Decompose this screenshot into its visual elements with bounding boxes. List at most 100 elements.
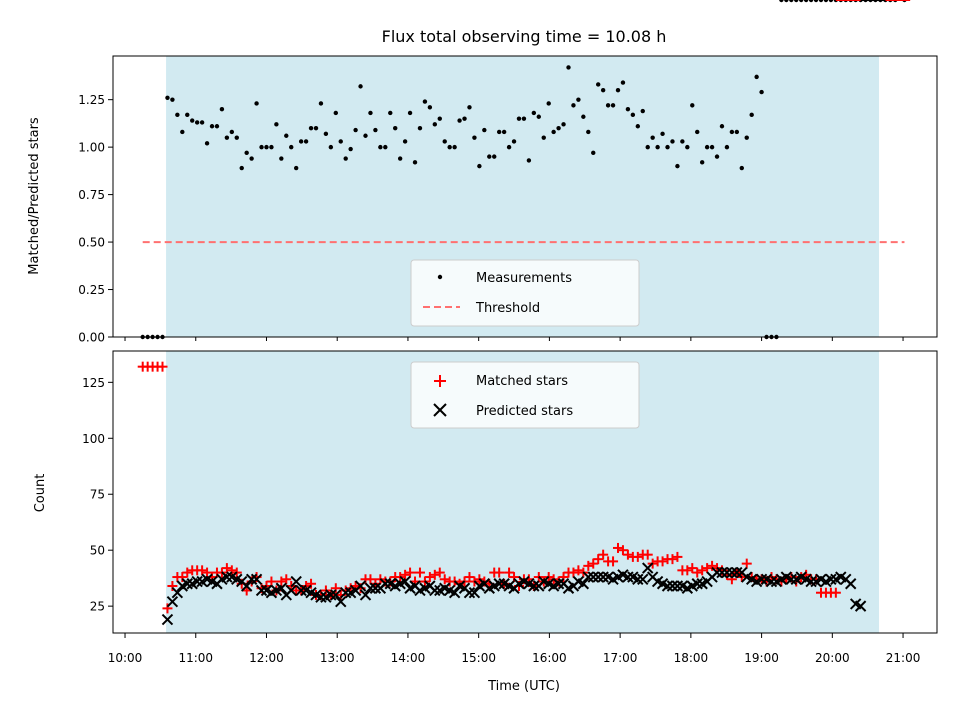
matched-star-point (583, 560, 594, 571)
measurement-point (704, 144, 710, 150)
measurement-point (224, 135, 230, 140)
measurement-point (610, 103, 616, 108)
measurement-point (442, 139, 447, 144)
measurement-point (739, 165, 744, 171)
matched-star-point (330, 583, 341, 594)
measurement-point (625, 106, 631, 112)
matched-star-point (568, 567, 579, 578)
measurement-point (447, 144, 452, 150)
measurement-point (695, 129, 700, 135)
top-y-axis: 0.00 0.25 0.50 0.75 1.00 1.25 (78, 93, 113, 345)
bottom-y-axis: 25 50 75 100 125 (82, 376, 113, 614)
measurement-point (229, 129, 235, 135)
matched-star-point (667, 554, 678, 565)
measurement-point (402, 139, 408, 144)
predicted-star-point (671, 580, 684, 592)
measurement-point (368, 110, 373, 116)
measurement-point (561, 122, 566, 127)
predicted-star-point (582, 571, 595, 583)
measurement-point (516, 116, 522, 121)
measurement-point (591, 150, 596, 156)
measurement-point (536, 114, 541, 119)
x-tick-label: 14:00 (391, 651, 426, 665)
predicted-star-point (552, 578, 565, 590)
measurement-point (487, 154, 492, 159)
predicted-star-point (468, 587, 481, 599)
x-tick-label: 10:00 (108, 651, 143, 665)
matched-star-point (439, 574, 450, 585)
predicted-stars-legend-marker (433, 403, 447, 417)
measurement-point (699, 160, 705, 165)
measurement-point (729, 129, 735, 135)
measurement-point (348, 146, 353, 152)
measurement-point (417, 125, 423, 131)
matched-stars-legend-label: Matched stars (476, 374, 568, 389)
predicted-star-point (255, 584, 268, 597)
x-tick-label: 13:00 (320, 651, 355, 665)
predicted-star-point (528, 580, 540, 592)
matched-star-point (692, 567, 703, 578)
matched-star-point (830, 587, 841, 598)
measurement-point (675, 163, 680, 169)
measurement-point (422, 99, 428, 104)
matched-star-point (429, 569, 440, 580)
measurement-point (670, 139, 675, 144)
predicted-star-point (666, 580, 679, 592)
matched-star-point (617, 545, 628, 556)
y-tick-label: 125 (82, 376, 105, 390)
measurement-point (165, 95, 170, 100)
measurement-point (492, 154, 497, 159)
measurement-point (194, 120, 200, 125)
measurement-point (600, 87, 606, 93)
matched-star-point (182, 567, 193, 578)
measurement-point (521, 116, 527, 121)
measurement-point (803, 0, 809, 3)
measurement-point (234, 135, 239, 140)
matched-star-point (157, 361, 168, 372)
measurement-point (586, 129, 591, 135)
measurement-point (363, 133, 368, 138)
measurement-point (526, 158, 532, 163)
measurement-point (289, 144, 294, 150)
matched-star-point (276, 576, 287, 587)
predicted-star-point (191, 575, 203, 588)
top-axes-frame (112, 55, 938, 338)
measurement-point (660, 131, 665, 137)
measurement-point (457, 118, 462, 123)
predicted-star-point (716, 566, 728, 579)
measurement-point (506, 144, 512, 150)
measurement-point (645, 144, 650, 150)
predicted-star-point (731, 566, 743, 579)
measurement-point (818, 0, 824, 3)
measurement-point (734, 129, 740, 135)
measurement-point (170, 97, 175, 102)
y-tick-label: 0.25 (78, 283, 105, 297)
predicted-star-point (637, 573, 649, 585)
matched-star-point (197, 565, 208, 576)
predicted-star-point (785, 573, 798, 585)
x-axis-label: Time (UTC) (487, 679, 560, 694)
y-tick-label: 0.00 (78, 331, 105, 345)
measurement-point (298, 139, 304, 144)
matched-star-point (405, 567, 416, 578)
measurement-point (828, 0, 834, 3)
predicted-star-point (325, 589, 337, 601)
x-tick-label: 12:00 (249, 651, 284, 665)
measurement-point (284, 133, 289, 138)
measurement-point (789, 0, 794, 3)
matched-star-point (593, 554, 604, 565)
y-tick-label: 50 (90, 544, 105, 558)
measurement-point (318, 101, 324, 106)
measurement-point (427, 105, 433, 110)
measurement-point (680, 139, 685, 144)
y-tick-label: 0.50 (78, 236, 105, 250)
matched-star-point (202, 567, 213, 578)
matched-star-point (400, 569, 411, 580)
predicted-star-point (290, 575, 302, 588)
measurement-point (685, 144, 690, 150)
top-x-axis-ticks (124, 337, 904, 341)
measurement-point (511, 139, 517, 144)
measurement-point (556, 125, 561, 131)
measurement-point (724, 144, 730, 150)
matched-star-point (682, 565, 693, 576)
